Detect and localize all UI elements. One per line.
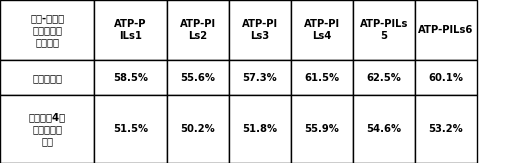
Bar [167, 95, 229, 163]
Bar [167, 60, 229, 95]
Bar [291, 60, 353, 95]
Bar [94, 95, 167, 163]
Text: 最终转化率: 最终转化率 [32, 73, 62, 83]
Bar [0, 95, 94, 163]
Text: 54.6%: 54.6% [366, 124, 402, 134]
Bar [291, 0, 353, 60]
Bar [415, 60, 477, 95]
Bar [229, 95, 291, 163]
Bar [353, 0, 415, 60]
Bar [0, 60, 94, 95]
Bar [94, 0, 167, 60]
Text: 60.1%: 60.1% [428, 73, 464, 83]
Bar [291, 95, 353, 163]
Text: 51.8%: 51.8% [242, 124, 278, 134]
Text: ATP-PI
Ls2: ATP-PI Ls2 [180, 19, 216, 41]
Bar [229, 0, 291, 60]
Text: ATP-PILs6: ATP-PILs6 [418, 25, 474, 35]
Bar [415, 0, 477, 60]
Text: ATP-P
ILs1: ATP-P ILs1 [114, 19, 147, 41]
Text: 50.2%: 50.2% [181, 124, 215, 134]
Bar [353, 95, 415, 163]
Text: ATP-PILs
5: ATP-PILs 5 [360, 19, 408, 41]
Text: 重复使用4次
后的最终转
化率: 重复使用4次 后的最终转 化率 [29, 113, 66, 146]
Text: 62.5%: 62.5% [367, 73, 401, 83]
Bar [353, 60, 415, 95]
Bar [229, 60, 291, 95]
Bar [94, 60, 167, 95]
Text: 57.3%: 57.3% [243, 73, 277, 83]
Bar [167, 0, 229, 60]
Text: 55.9%: 55.9% [305, 124, 339, 134]
Text: 51.5%: 51.5% [113, 124, 148, 134]
Bar [0, 0, 94, 60]
Bar [415, 95, 477, 163]
Text: 58.5%: 58.5% [113, 73, 148, 83]
Text: ATP-PI
Ls3: ATP-PI Ls3 [242, 19, 278, 41]
Text: 55.6%: 55.6% [180, 73, 216, 83]
Text: ATP-PI
Ls4: ATP-PI Ls4 [304, 19, 340, 41]
Text: 53.2%: 53.2% [429, 124, 463, 134]
Text: 61.5%: 61.5% [304, 73, 340, 83]
Text: 四土-聚合离
子液体催化
剂的类型: 四土-聚合离 子液体催化 剂的类型 [30, 14, 64, 47]
